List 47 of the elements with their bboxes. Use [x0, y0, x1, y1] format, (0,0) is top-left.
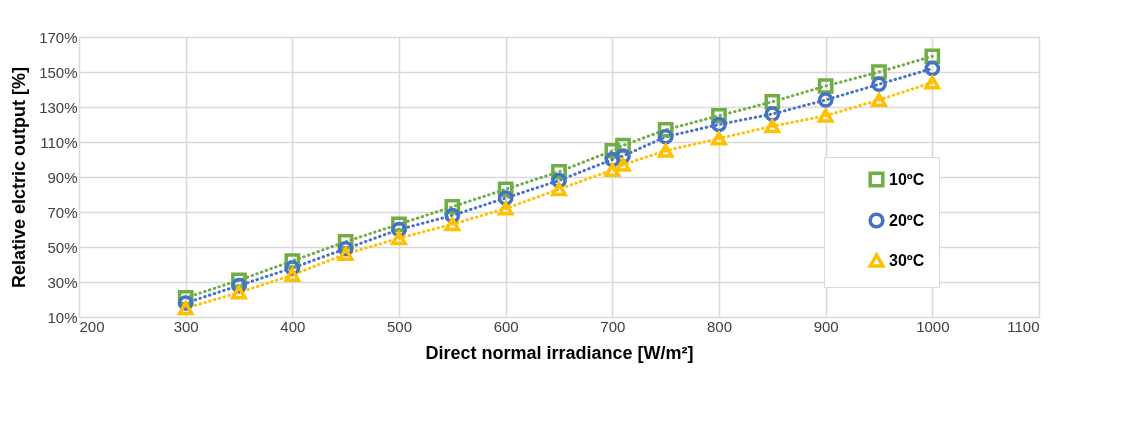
point: [871, 92, 887, 108]
y-tick-label: 10%: [47, 308, 78, 326]
point: [284, 267, 301, 283]
point: [711, 131, 727, 146]
y-tick-label: 130%: [39, 98, 78, 116]
point: [711, 116, 727, 133]
point: [444, 217, 461, 232]
point: [657, 143, 674, 158]
point: [391, 231, 407, 246]
point: [497, 201, 514, 216]
y-tick-label: 150%: [39, 63, 78, 81]
x-tick-label: 300: [173, 317, 199, 335]
point: [817, 92, 834, 108]
point: [817, 108, 834, 123]
point: [177, 301, 194, 316]
x-tick-label: 500: [386, 317, 413, 335]
legend-label: 30ºC: [889, 251, 925, 269]
point: [337, 246, 354, 262]
point: [615, 157, 631, 172]
y-tick-label: 170%: [39, 28, 78, 46]
x-axis-title: Direct normal irradiance [W/m²]: [425, 342, 694, 363]
y-tick-label: 90%: [47, 168, 78, 186]
x-tick-label: 200: [79, 317, 105, 335]
point: [764, 119, 781, 134]
point: [231, 285, 247, 300]
y-tick-label: 70%: [47, 203, 78, 221]
point: [604, 162, 621, 178]
point: [657, 128, 674, 145]
y-tick-label: 50%: [47, 238, 78, 256]
point: [871, 76, 887, 93]
x-tick-label: 600: [493, 317, 519, 335]
x-tick-label: 1100: [1007, 317, 1040, 335]
x-tick-label: 900: [813, 317, 839, 335]
point: [551, 182, 567, 197]
x-tick-label: 800: [706, 317, 733, 335]
x-tick-label: 700: [600, 317, 626, 335]
y-axis-title: Relative elctric output [%]: [9, 66, 30, 289]
y-tick-label: 30%: [47, 273, 78, 291]
point: [924, 75, 941, 90]
legend-label: 20ºC: [889, 211, 925, 229]
point: [817, 78, 834, 94]
point: [924, 60, 941, 77]
x-tick-label: 1000: [916, 317, 950, 335]
y-tick-label: 110%: [40, 133, 78, 151]
point: [764, 106, 781, 122]
x-tick-label: 400: [280, 317, 306, 335]
legend-label: 10ºC: [889, 170, 925, 188]
